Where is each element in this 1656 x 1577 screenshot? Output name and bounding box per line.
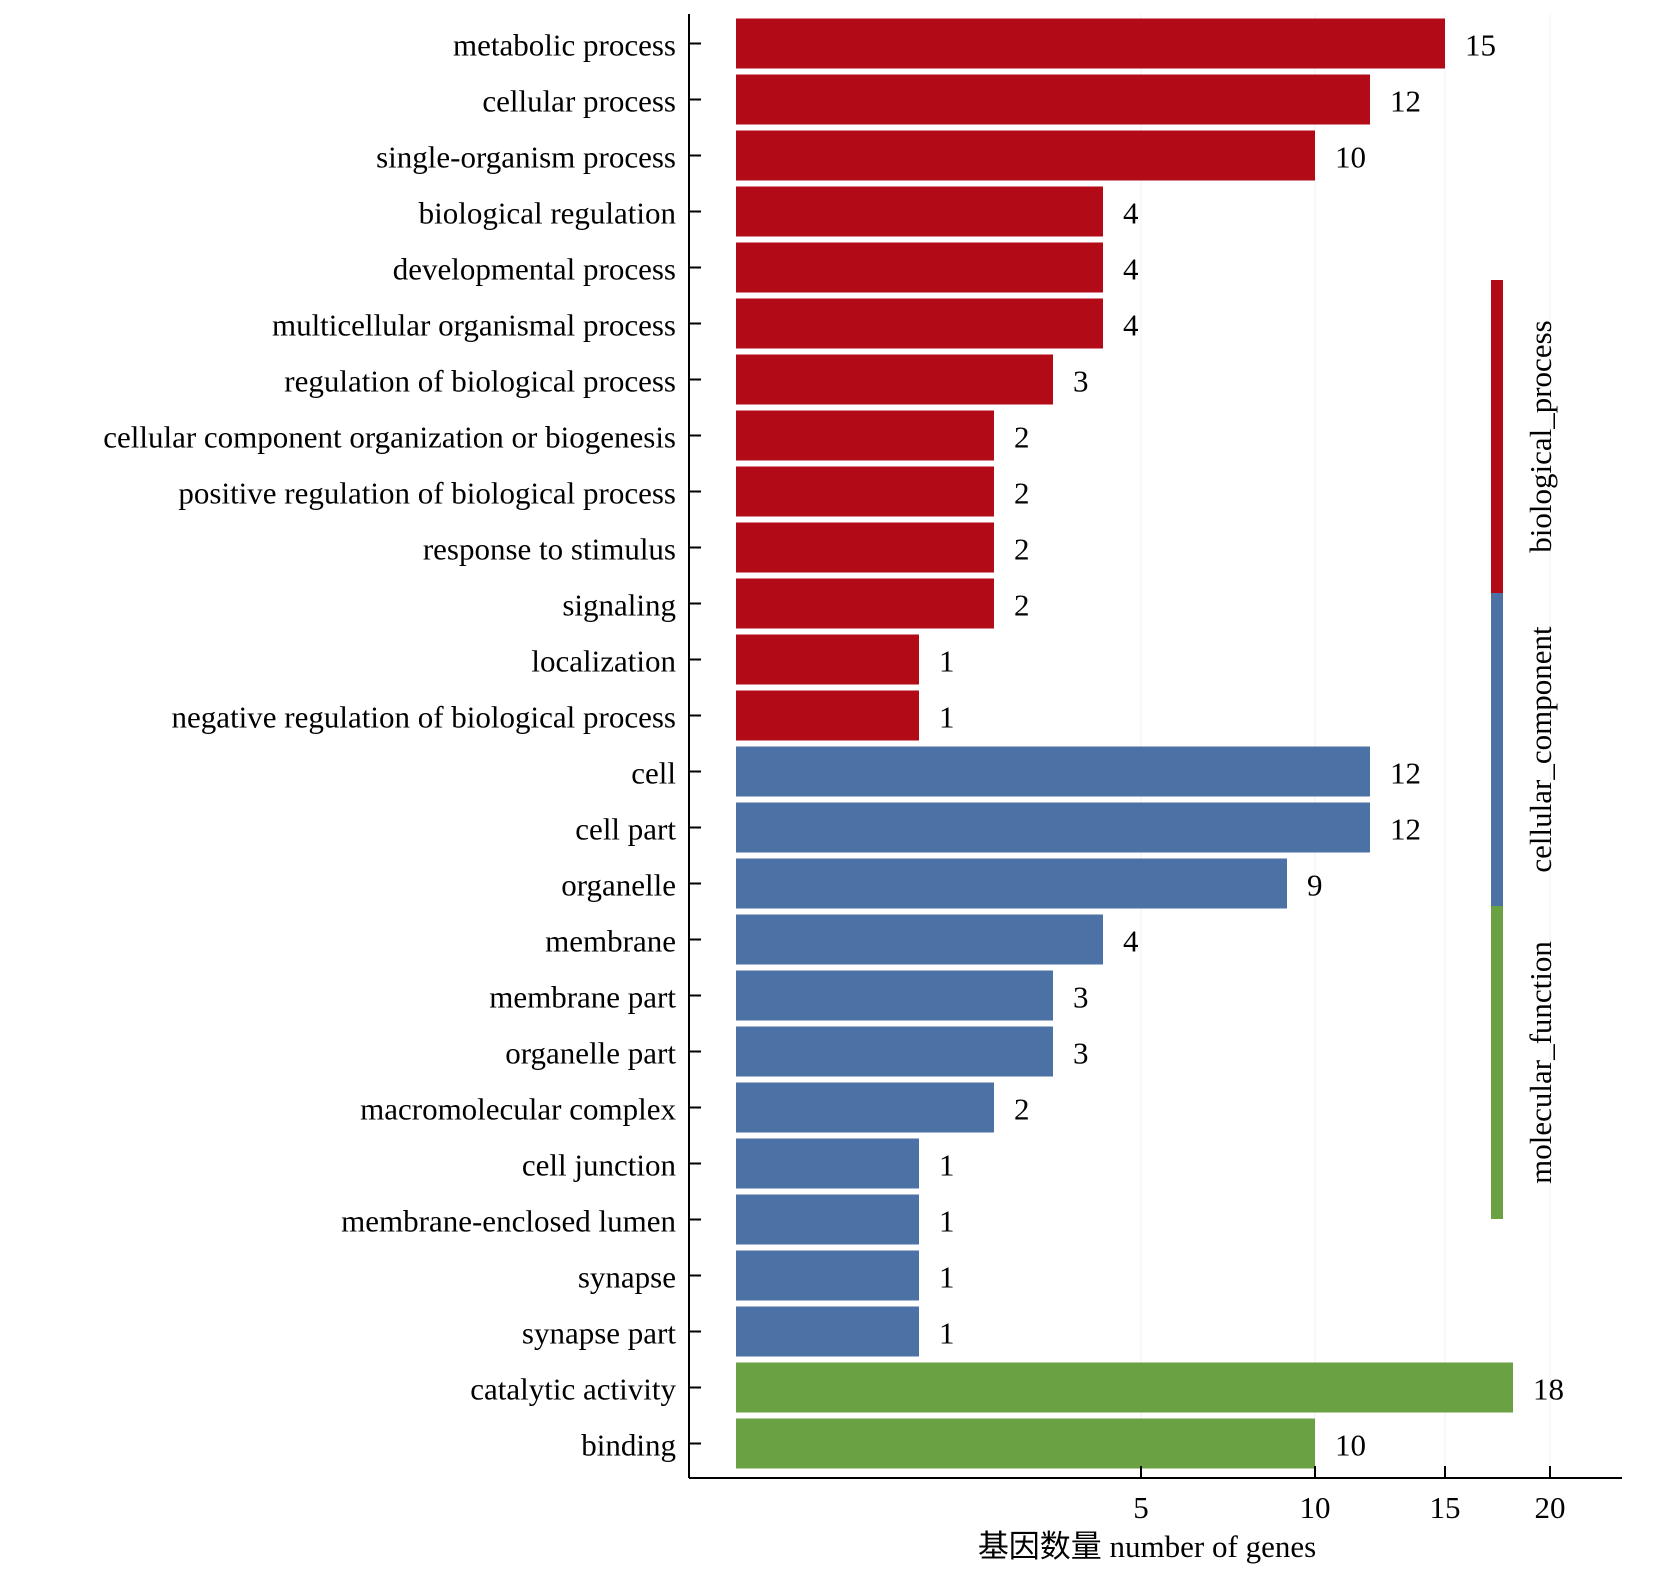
bar xyxy=(736,186,1103,237)
category-label: macromolecular complex xyxy=(360,1092,676,1127)
x-tick-label: 10 xyxy=(1300,1490,1331,1525)
bar-value-label: 4 xyxy=(1123,196,1139,231)
bar-value-label: 1 xyxy=(939,1148,955,1183)
category-label: membrane xyxy=(545,924,676,959)
bar xyxy=(736,746,1370,797)
bar xyxy=(736,970,1053,1021)
bar-value-label: 4 xyxy=(1123,252,1139,287)
category-label: cell part xyxy=(575,812,676,847)
bar-value-label: 2 xyxy=(1014,476,1030,511)
bar-value-label: 2 xyxy=(1014,420,1030,455)
group-band-biological_process xyxy=(1491,280,1503,593)
bar-value-label: 3 xyxy=(1073,1036,1089,1071)
bar-value-label: 12 xyxy=(1390,756,1421,791)
bar xyxy=(736,242,1103,293)
group-label: molecular_function xyxy=(1523,941,1558,1184)
bar xyxy=(736,1138,919,1189)
category-label: synapse xyxy=(578,1260,676,1295)
bar-value-label: 12 xyxy=(1390,84,1421,119)
bar-value-label: 1 xyxy=(939,1316,955,1351)
bar xyxy=(736,1306,919,1357)
bar xyxy=(736,802,1370,853)
category-label: membrane part xyxy=(489,980,676,1015)
bar-value-label: 10 xyxy=(1335,140,1366,175)
group-label: biological_process xyxy=(1523,320,1558,552)
bar-value-label: 12 xyxy=(1390,812,1421,847)
category-label: catalytic activity xyxy=(470,1372,676,1407)
axis-layer xyxy=(688,14,1622,1479)
bar-value-label: 9 xyxy=(1307,868,1323,903)
category-labels-layer: metabolic process cellular process single-… xyxy=(103,28,701,1463)
category-label: cellular component organization or bioge… xyxy=(103,420,676,455)
bar xyxy=(736,18,1445,69)
category-label: positive regulation of biological proces… xyxy=(178,476,676,511)
bar-value-label: 3 xyxy=(1073,364,1089,399)
bar xyxy=(736,522,994,573)
category-label: single-organism process xyxy=(376,140,676,175)
x-ticks-layer: 5 10 15 20 xyxy=(1133,1466,1566,1525)
category-label: cell xyxy=(631,756,676,791)
category-label: membrane-enclosed lumen xyxy=(341,1204,676,1239)
group-band-cellular_component xyxy=(1491,593,1503,906)
category-label: signaling xyxy=(562,588,676,623)
bar-value-label: 2 xyxy=(1014,532,1030,567)
bar-value-label: 1 xyxy=(939,700,955,735)
category-label: multicellular organismal process xyxy=(272,308,676,343)
bar xyxy=(736,466,994,517)
group-band-molecular_function xyxy=(1491,906,1503,1219)
bar xyxy=(736,1026,1053,1077)
bar-value-label: 1 xyxy=(939,1260,955,1295)
bar xyxy=(736,410,994,461)
bars-layer xyxy=(736,18,1513,1469)
bar xyxy=(736,634,919,685)
x-tick-label: 5 xyxy=(1133,1490,1149,1525)
bar xyxy=(736,298,1103,349)
category-label: organelle xyxy=(561,868,676,903)
bar-value-label: 1 xyxy=(939,644,955,679)
category-label: binding xyxy=(581,1428,676,1463)
bar xyxy=(736,74,1370,125)
bar-value-label: 4 xyxy=(1123,308,1139,343)
category-label: cell junction xyxy=(522,1148,677,1183)
bar xyxy=(736,1250,919,1301)
bar-value-label: 2 xyxy=(1014,588,1030,623)
bar-value-label: 18 xyxy=(1533,1372,1564,1407)
bar xyxy=(736,130,1315,181)
category-label: biological regulation xyxy=(419,196,677,231)
bar xyxy=(736,858,1287,909)
category-label: synapse part xyxy=(522,1316,676,1351)
x-tick-label: 20 xyxy=(1535,1490,1566,1525)
bar-value-label: 10 xyxy=(1335,1428,1366,1463)
bar xyxy=(736,1082,994,1133)
category-label: organelle part xyxy=(505,1036,676,1071)
category-label: response to stimulus xyxy=(423,532,676,567)
bar xyxy=(736,578,994,629)
group-bands-layer: biological_process cellular_componentmole… xyxy=(1491,280,1558,1219)
group-label: cellular_component xyxy=(1523,626,1558,873)
bar-value-label: 2 xyxy=(1014,1092,1030,1127)
category-label: negative regulation of biological proces… xyxy=(172,700,676,735)
bar xyxy=(736,1194,919,1245)
category-label: localization xyxy=(531,644,676,679)
bar xyxy=(736,354,1053,405)
bar xyxy=(736,690,919,741)
bar-value-label: 1 xyxy=(939,1204,955,1239)
bar-value-label: 15 xyxy=(1465,28,1496,63)
category-label: developmental process xyxy=(393,252,676,287)
category-label: regulation of biological process xyxy=(284,364,676,399)
category-label: metabolic process xyxy=(453,28,676,63)
bar xyxy=(736,914,1103,965)
bar xyxy=(736,1362,1513,1413)
bar xyxy=(736,1418,1315,1469)
x-tick-label: 15 xyxy=(1430,1490,1461,1525)
x-axis-title: 基因数量 number of genes xyxy=(978,1529,1316,1564)
grid-layer xyxy=(1140,14,1551,1478)
bar-value-label: 4 xyxy=(1123,924,1139,959)
bar-value-label: 3 xyxy=(1073,980,1089,1015)
category-label: cellular process xyxy=(482,84,676,119)
